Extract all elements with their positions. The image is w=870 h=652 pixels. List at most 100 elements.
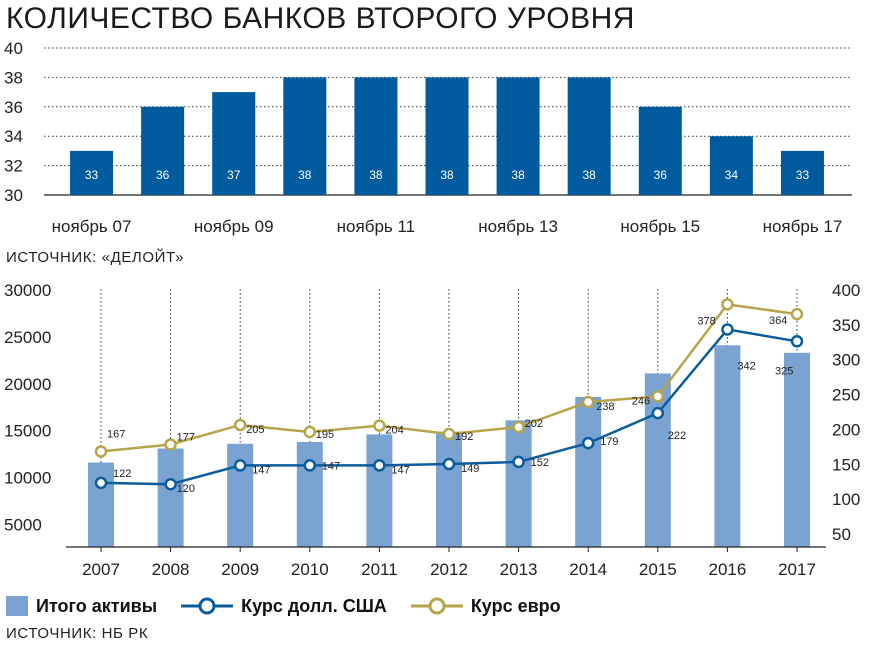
legend-swatch-bar bbox=[6, 596, 28, 616]
y-tick-label: 34 bbox=[4, 127, 23, 146]
series-point bbox=[651, 390, 665, 403]
x-tick-label: 2009 bbox=[221, 560, 259, 579]
series-point bbox=[94, 445, 108, 458]
point-label: 364 bbox=[769, 315, 787, 327]
bar bbox=[709, 136, 753, 195]
x-tick-label: ноябрь 07 bbox=[52, 217, 132, 236]
right-y-tick-label: 250 bbox=[832, 386, 860, 405]
series-point bbox=[721, 323, 734, 336]
bar-value-label: 38 bbox=[511, 168, 525, 182]
asset-bar bbox=[366, 434, 393, 547]
assets-currency-chart: 5000 10000 15000 20000 25000 30000 50 100 150 200… bbox=[4, 281, 860, 579]
x-tick-label: 2007 bbox=[82, 560, 120, 579]
legend-item-eur: Курс евро bbox=[410, 595, 561, 617]
y-tick-label: 30 bbox=[4, 186, 23, 205]
x-tick-label: ноябрь 09 bbox=[194, 217, 274, 236]
point-label: 179 bbox=[600, 436, 618, 448]
chart-title: КОЛИЧЕСТВО БАНКОВ ВТОРОГО УРОВНЯ bbox=[6, 2, 635, 35]
series-point bbox=[790, 307, 804, 321]
asset-bar bbox=[784, 352, 810, 547]
point-label: 120 bbox=[177, 483, 195, 495]
y-tick-label: 32 bbox=[4, 157, 23, 176]
point-label: 246 bbox=[632, 395, 650, 407]
x-tick-label: ноябрь 15 bbox=[620, 217, 700, 236]
right-y-tick-label: 300 bbox=[832, 351, 860, 370]
point-label: 204 bbox=[385, 425, 403, 437]
legend-label-usd: Курс долл. США bbox=[241, 595, 387, 616]
point-label: 152 bbox=[531, 457, 549, 469]
series-point bbox=[233, 459, 247, 472]
series-point bbox=[581, 395, 595, 409]
bar-value-label: 34 bbox=[725, 168, 739, 182]
legend-item-assets: Итого активы bbox=[6, 596, 157, 617]
asset-bar bbox=[505, 420, 532, 547]
point-label: 167 bbox=[107, 428, 125, 440]
asset-bar bbox=[714, 345, 741, 547]
right-y-tick-label: 400 bbox=[832, 281, 860, 300]
legend-swatch-usd bbox=[181, 597, 234, 615]
source-nbrk: ИСТОЧНИК: НБ РК bbox=[6, 625, 149, 642]
y-tick-label: 40 bbox=[4, 40, 23, 58]
series-point bbox=[442, 427, 456, 441]
series-point bbox=[581, 436, 595, 450]
x-tick-label: 2014 bbox=[569, 560, 607, 579]
bar bbox=[283, 77, 327, 195]
bar-value-label: 33 bbox=[796, 168, 810, 182]
bar bbox=[567, 77, 611, 195]
bank-count-chart: 30 32 34 36 38 40 33 36 37 38 38 38 38 38 36 34 33 ноябрь… bbox=[4, 40, 852, 236]
series-point bbox=[303, 459, 317, 472]
asset-bar bbox=[296, 441, 323, 547]
bar-value-label: 37 bbox=[227, 168, 241, 182]
asset-bar bbox=[88, 462, 114, 547]
x-tick-label: ноябрь 13 bbox=[478, 217, 558, 236]
point-label: 342 bbox=[737, 360, 755, 372]
bar bbox=[354, 77, 398, 195]
legend: Итого активы Курс долл. США Курс евро bbox=[6, 594, 585, 618]
right-y-tick-label: 50 bbox=[832, 525, 851, 544]
bar bbox=[141, 106, 185, 195]
right-y-tick-label: 200 bbox=[832, 420, 860, 439]
source-deloitte: ИСТОЧНИК: «ДЕЛОЙТ» bbox=[6, 249, 185, 266]
series-point bbox=[790, 335, 804, 348]
point-label: 202 bbox=[525, 418, 543, 430]
series-point bbox=[512, 455, 525, 469]
bar bbox=[780, 150, 824, 195]
bar bbox=[425, 77, 469, 195]
series-point bbox=[512, 420, 525, 434]
legend-label-assets: Итого активы bbox=[36, 595, 158, 616]
bar-value-label: 38 bbox=[298, 168, 312, 182]
point-label: 177 bbox=[177, 431, 195, 443]
bar bbox=[212, 92, 256, 195]
point-label: 147 bbox=[252, 464, 270, 476]
legend-swatch-eur bbox=[410, 597, 463, 615]
point-label: 122 bbox=[113, 468, 131, 480]
left-y-tick-label: 5000 bbox=[4, 516, 42, 535]
point-label: 378 bbox=[697, 315, 715, 327]
bar-value-label: 38 bbox=[369, 168, 383, 182]
right-y-tick-label: 150 bbox=[832, 455, 860, 474]
point-label: 149 bbox=[461, 463, 479, 475]
point-label: 325 bbox=[775, 365, 793, 377]
bar-value-label: 33 bbox=[85, 168, 99, 182]
series-point bbox=[373, 459, 386, 472]
x-tick-label: 2017 bbox=[778, 560, 816, 579]
bar-value-label: 38 bbox=[440, 168, 454, 182]
series-point bbox=[303, 425, 317, 439]
series-point bbox=[164, 477, 177, 491]
left-y-tick-label: 20000 bbox=[4, 375, 51, 394]
bar bbox=[70, 150, 114, 195]
point-label: 205 bbox=[246, 424, 264, 436]
x-tick-label: 2008 bbox=[152, 560, 190, 579]
bar-value-label: 36 bbox=[156, 168, 170, 182]
series-point bbox=[721, 298, 734, 311]
series-point bbox=[164, 438, 177, 451]
bar bbox=[496, 77, 540, 195]
legend-item-usd: Курс долл. США bbox=[181, 596, 387, 617]
y-tick-label: 38 bbox=[4, 68, 23, 87]
series-point bbox=[233, 418, 247, 432]
point-label: 238 bbox=[596, 401, 614, 413]
asset-bar bbox=[157, 448, 184, 547]
legend-label-eur: Курс евро bbox=[470, 595, 561, 616]
left-y-tick-label: 30000 bbox=[4, 281, 51, 300]
point-label: 147 bbox=[322, 460, 340, 472]
